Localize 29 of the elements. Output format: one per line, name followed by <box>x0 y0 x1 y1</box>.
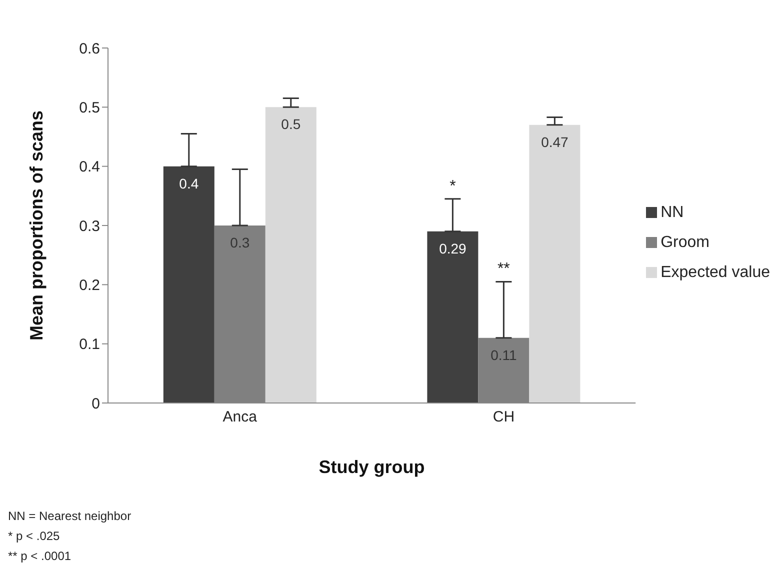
data-label: 0.11 <box>490 346 518 363</box>
y-tick-label: 0.1 <box>79 336 100 354</box>
x-axis-title: Study group <box>318 457 425 477</box>
y-tick-label: 0.4 <box>79 158 100 176</box>
data-label: 0.3 <box>230 234 250 250</box>
legend-label: Expected value <box>660 264 770 281</box>
y-axis-title: Mean proportions of scans <box>26 110 46 341</box>
text: ** p < .0001 <box>8 549 72 563</box>
bar <box>265 107 316 403</box>
data-label: 0.29 <box>439 240 467 256</box>
bar <box>427 231 478 403</box>
x-tick-label: Anca <box>222 408 258 426</box>
text: NN = Nearest neighbor <box>8 509 132 523</box>
data-label: 0.5 <box>281 116 301 132</box>
y-tick-label: 0 <box>92 395 100 412</box>
legend-label: NN <box>660 204 684 221</box>
x-tick-label: CH <box>492 408 515 426</box>
annotation: ** <box>497 260 510 278</box>
bar <box>529 124 580 403</box>
y-tick-label: 0.5 <box>79 99 100 116</box>
y-tick-label: 0.6 <box>79 40 100 58</box>
y-tick-label: 0.3 <box>79 218 100 235</box>
legend-label: Groom <box>660 234 710 251</box>
y-tick-label: 0.2 <box>79 276 100 294</box>
data-label: 0.47 <box>541 134 569 150</box>
bar <box>163 166 214 403</box>
data-label: 0.4 <box>179 175 199 192</box>
text: * p < .025 <box>8 529 60 543</box>
annotation: * <box>450 178 456 195</box>
